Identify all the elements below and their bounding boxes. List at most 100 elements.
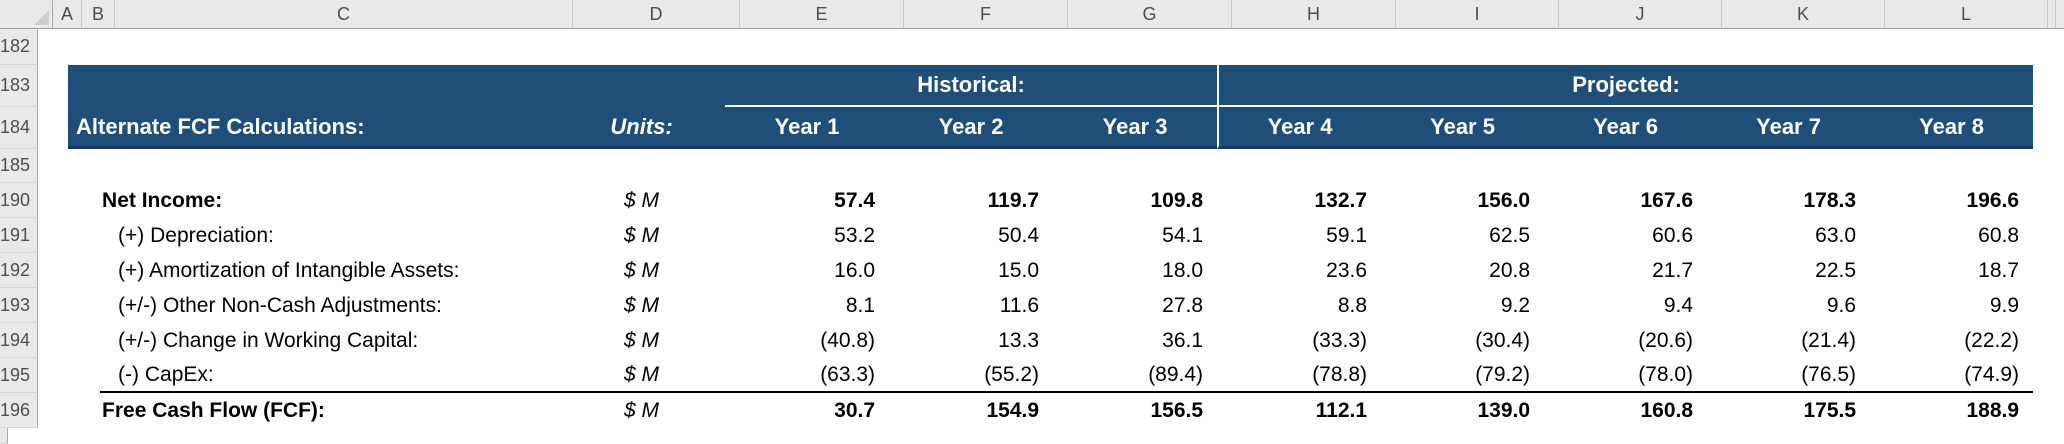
column-header-i[interactable]: I	[1396, 0, 1559, 29]
column-header-k[interactable]: K	[1722, 0, 1885, 29]
projected-section-header[interactable]: Projected:	[1217, 65, 2034, 107]
value-cell[interactable]: 27.8	[1162, 293, 1204, 317]
units-cell[interactable]: $ M	[624, 258, 660, 282]
value-cell[interactable]: (76.5)	[1707, 358, 1871, 393]
value-cell[interactable]: (78.8)	[1217, 358, 1382, 393]
units-cell[interactable]: $ M	[624, 293, 660, 317]
value-cell[interactable]: 16.0	[834, 258, 876, 282]
value-cell[interactable]: 132.7	[1314, 188, 1368, 212]
year-2-header[interactable]: Year 2	[889, 107, 1054, 149]
year-8-header[interactable]: Year 8	[1870, 107, 2034, 149]
column-header-e[interactable]: E	[740, 0, 904, 29]
row-label[interactable]: (-) CapEx:	[100, 358, 559, 393]
row-header-191[interactable]: 191	[0, 218, 39, 253]
value-cell[interactable]: (89.4)	[1053, 358, 1218, 393]
column-header-f[interactable]: F	[904, 0, 1068, 29]
row-label[interactable]: Net Income:	[102, 188, 223, 212]
column-header-c[interactable]: C	[115, 0, 573, 29]
value-cell[interactable]: 36.1	[1162, 328, 1204, 352]
row-header-184[interactable]: 184	[0, 107, 39, 149]
value-cell[interactable]: (20.6)	[1638, 328, 1694, 352]
year-3-header[interactable]: Year 3	[1053, 107, 1218, 149]
value-cell[interactable]: 60.8	[1978, 223, 2020, 247]
value-cell[interactable]: 18.7	[1978, 258, 2020, 282]
value-cell[interactable]: 139.0	[1477, 398, 1531, 422]
row-header-185[interactable]: 185	[0, 149, 39, 183]
units-column-header[interactable]: Units:	[558, 107, 726, 149]
value-cell[interactable]: 119.7	[987, 188, 1040, 212]
value-cell[interactable]: 188.9	[1966, 398, 2020, 422]
value-cell[interactable]: 9.4	[1663, 293, 1694, 317]
value-cell[interactable]: 175.5	[1803, 398, 1857, 422]
row-header-195[interactable]: 195	[0, 358, 39, 393]
year-6-header[interactable]: Year 6	[1544, 107, 1708, 149]
column-header-g[interactable]: G	[1068, 0, 1232, 29]
row-header-190[interactable]: 190	[0, 183, 39, 218]
value-cell[interactable]: 57.4	[834, 188, 876, 212]
value-cell[interactable]: (40.8)	[820, 328, 876, 352]
value-cell[interactable]: 156.0	[1477, 188, 1531, 212]
year-7-header[interactable]: Year 7	[1707, 107, 1871, 149]
value-cell[interactable]: 167.6	[1640, 188, 1694, 212]
select-all-corner[interactable]	[0, 0, 53, 29]
value-cell[interactable]: 18.0	[1162, 258, 1204, 282]
value-cell[interactable]: 8.8	[1337, 293, 1368, 317]
value-cell[interactable]: (79.2)	[1381, 358, 1545, 393]
value-cell[interactable]: 53.2	[834, 223, 876, 247]
column-header-h[interactable]: H	[1232, 0, 1396, 29]
row-label[interactable]: (+) Depreciation:	[118, 223, 274, 247]
value-cell[interactable]: 23.6	[1326, 258, 1368, 282]
row-header-192[interactable]: 192	[0, 253, 39, 288]
year-4-header[interactable]: Year 4	[1217, 107, 1382, 149]
row-header-183[interactable]: 183	[0, 65, 39, 107]
value-cell[interactable]: 22.5	[1815, 258, 1857, 282]
row-header-194[interactable]: 194	[0, 323, 39, 358]
value-cell[interactable]: 13.3	[998, 328, 1040, 352]
value-cell[interactable]: 156.5	[1150, 398, 1204, 422]
value-cell[interactable]: (22.2)	[1964, 328, 2020, 352]
row-header-193[interactable]: 193	[0, 288, 39, 323]
header-band-left[interactable]	[68, 65, 726, 107]
value-cell[interactable]: 15.0	[998, 258, 1040, 282]
column-header-j[interactable]: J	[1559, 0, 1722, 29]
column-header-a[interactable]: A	[53, 0, 82, 29]
row-header-182[interactable]: 182	[0, 29, 39, 65]
value-cell[interactable]: (30.4)	[1475, 328, 1531, 352]
value-cell[interactable]: 154.9	[986, 398, 1040, 422]
value-cell[interactable]: 9.9	[1989, 293, 2020, 317]
row-header-196[interactable]: 196	[0, 393, 39, 428]
column-header-d[interactable]: D	[573, 0, 740, 29]
value-cell[interactable]: 109.8	[1150, 188, 1204, 212]
value-cell[interactable]: 50.4	[998, 223, 1040, 247]
value-cell[interactable]: (33.3)	[1312, 328, 1368, 352]
column-header-b[interactable]: B	[82, 0, 115, 29]
empty-cells[interactable]	[38, 29, 2064, 65]
year-1-header[interactable]: Year 1	[725, 107, 890, 149]
value-cell[interactable]: 21.7	[1652, 258, 1694, 282]
value-cell[interactable]: 60.6	[1652, 223, 1694, 247]
value-cell[interactable]: 30.7	[834, 398, 876, 422]
value-cell[interactable]: 196.6	[1966, 188, 2020, 212]
row-label[interactable]: Free Cash Flow (FCF):	[102, 398, 325, 422]
row-label[interactable]: (+/-) Other Non-Cash Adjustments:	[118, 293, 442, 317]
value-cell[interactable]: (55.2)	[889, 358, 1054, 393]
value-cell[interactable]: 63.0	[1815, 223, 1857, 247]
units-cell[interactable]: $ M	[624, 328, 660, 352]
value-cell[interactable]: 178.3	[1803, 188, 1857, 212]
value-cell[interactable]: (21.4)	[1801, 328, 1857, 352]
column-header-l[interactable]: L	[1885, 0, 2048, 29]
value-cell[interactable]: 9.6	[1826, 293, 1857, 317]
value-cell[interactable]: 9.2	[1500, 293, 1531, 317]
units-cell[interactable]: $ M	[624, 223, 660, 247]
empty-cells[interactable]	[38, 149, 2064, 183]
value-cell[interactable]: 20.8	[1489, 258, 1531, 282]
row-label[interactable]: (+) Amortization of Intangible Assets:	[118, 258, 460, 282]
value-cell[interactable]: 59.1	[1326, 223, 1368, 247]
value-cell[interactable]: (78.0)	[1544, 358, 1708, 393]
value-cell[interactable]: (63.3)	[725, 358, 890, 393]
value-cell[interactable]: 54.1	[1162, 223, 1204, 247]
value-cell[interactable]: 62.5	[1489, 223, 1531, 247]
row-label[interactable]: (+/-) Change in Working Capital:	[118, 328, 419, 352]
table-title[interactable]: Alternate FCF Calculations:	[68, 107, 559, 149]
value-cell[interactable]: 8.1	[845, 293, 876, 317]
